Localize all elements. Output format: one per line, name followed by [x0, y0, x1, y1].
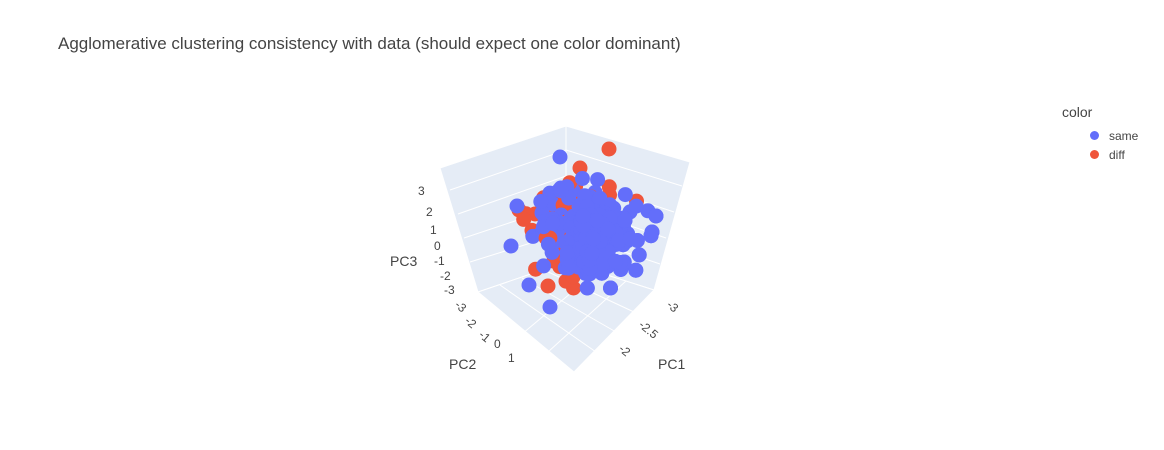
x-tick-label: -2: [616, 342, 633, 360]
data-point-same: [575, 208, 591, 224]
y-tick-label: 1: [508, 351, 515, 365]
z-tick-label: -1: [434, 254, 445, 268]
data-point-same: [540, 236, 556, 252]
x-tick-label: -3: [664, 298, 681, 316]
data-point-same: [533, 194, 549, 209]
legend: color same diff: [1062, 104, 1152, 164]
z-tick-label: 1: [430, 223, 437, 237]
scatter-points: [503, 141, 664, 315]
x-tick-label: -2.5: [636, 318, 661, 342]
data-point-same: [644, 224, 660, 240]
y-tick-label: 0: [494, 337, 501, 351]
z-axis-title: PC3: [390, 253, 417, 269]
data-point-same: [503, 238, 519, 254]
data-point-same: [622, 231, 638, 247]
legend-item-same[interactable]: same: [1062, 126, 1152, 145]
data-point-same: [607, 253, 623, 269]
y-tick-label: -3: [452, 298, 469, 316]
data-point-same: [589, 213, 605, 229]
data-point-same: [617, 212, 633, 228]
y-tick-label: -1: [476, 328, 493, 346]
legend-swatch-same: [1090, 131, 1099, 140]
z-tick-label: 3: [418, 184, 425, 198]
data-point-diff: [601, 141, 617, 157]
legend-label-diff: diff: [1109, 147, 1125, 162]
chart-title: Agglomerative clustering consistency wit…: [58, 34, 681, 53]
data-point-same: [536, 258, 552, 274]
y-tick-label: -2: [462, 314, 479, 332]
z-tick-label: -2: [440, 269, 451, 283]
data-point-same: [617, 187, 633, 203]
legend-title: color: [1062, 104, 1093, 120]
data-point-diff: [540, 278, 556, 294]
data-point-same: [600, 221, 616, 237]
data-point-same: [545, 215, 561, 231]
y-axis-title: PC2: [449, 356, 476, 372]
data-point-same: [552, 149, 568, 165]
data-point-same: [628, 198, 644, 214]
data-point-same: [611, 233, 627, 249]
data-point-same: [590, 172, 606, 188]
data-point-same: [631, 247, 647, 263]
z-tick-label: -3: [444, 283, 455, 297]
data-point-same: [521, 277, 537, 293]
data-point-same: [603, 280, 618, 296]
legend-item-diff[interactable]: diff: [1062, 145, 1152, 164]
data-point-same: [628, 262, 644, 278]
data-point-same: [509, 198, 525, 214]
data-point-same: [542, 299, 558, 315]
data-point-same: [553, 183, 569, 199]
data-point-same: [574, 171, 590, 186]
data-point-same: [586, 231, 601, 247]
data-point-same: [584, 245, 600, 261]
data-point-same: [559, 245, 575, 261]
legend-swatch-diff: [1090, 150, 1099, 159]
data-point-same: [595, 256, 611, 272]
data-point-diff: [516, 211, 532, 227]
z-tick-label: 0: [434, 239, 441, 253]
z-tick-label: 2: [426, 205, 433, 219]
z-axis-ticks: 3 2 1 0 -1 -2 -3: [418, 184, 455, 297]
data-point-same: [648, 208, 664, 224]
data-point-same: [579, 280, 595, 296]
legend-label-same: same: [1109, 128, 1139, 143]
data-point-same: [592, 190, 608, 206]
x-axis-title: PC1: [658, 356, 685, 372]
